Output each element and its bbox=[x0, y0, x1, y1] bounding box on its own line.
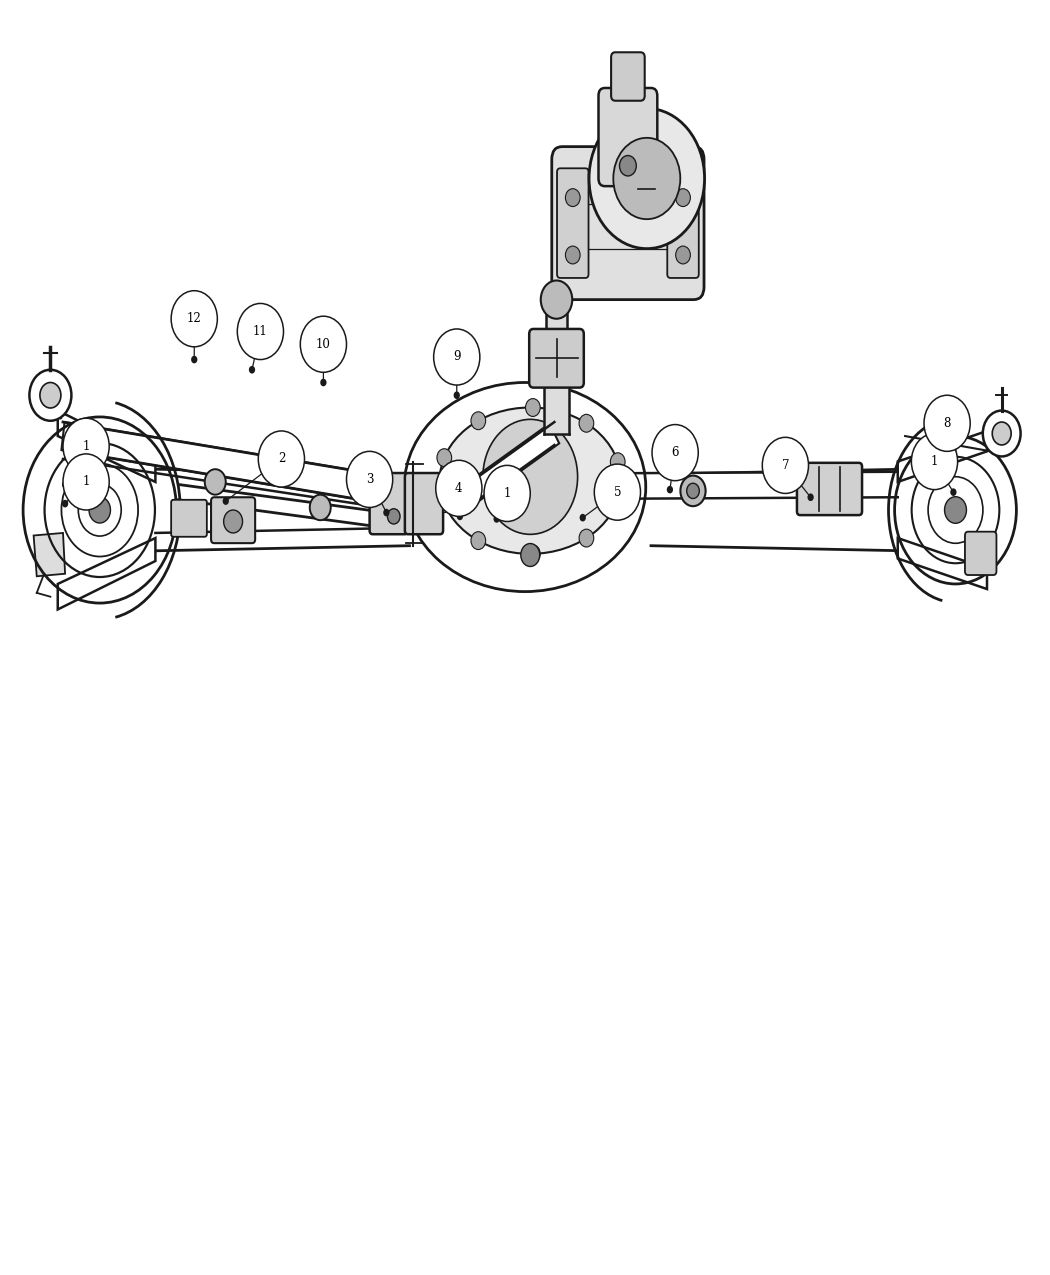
FancyBboxPatch shape bbox=[611, 52, 645, 101]
Circle shape bbox=[29, 370, 71, 421]
Circle shape bbox=[521, 543, 540, 566]
Circle shape bbox=[566, 246, 581, 264]
Circle shape bbox=[610, 491, 625, 509]
Circle shape bbox=[762, 437, 808, 493]
FancyBboxPatch shape bbox=[797, 463, 862, 515]
Ellipse shape bbox=[440, 408, 621, 553]
Text: 5: 5 bbox=[613, 486, 622, 499]
Circle shape bbox=[62, 500, 68, 507]
Text: 6: 6 bbox=[671, 446, 679, 459]
Circle shape bbox=[387, 509, 400, 524]
Circle shape bbox=[63, 454, 109, 510]
Text: 8: 8 bbox=[943, 417, 951, 430]
FancyBboxPatch shape bbox=[370, 473, 407, 534]
Circle shape bbox=[687, 483, 699, 499]
FancyBboxPatch shape bbox=[211, 497, 255, 543]
Polygon shape bbox=[452, 423, 560, 514]
Circle shape bbox=[526, 544, 541, 562]
Circle shape bbox=[579, 414, 593, 432]
Circle shape bbox=[579, 529, 593, 547]
Circle shape bbox=[471, 532, 486, 550]
Circle shape bbox=[249, 366, 255, 374]
Circle shape bbox=[224, 510, 243, 533]
FancyBboxPatch shape bbox=[965, 532, 996, 575]
Circle shape bbox=[483, 419, 578, 534]
Text: 1: 1 bbox=[82, 440, 90, 453]
Circle shape bbox=[454, 391, 460, 399]
Circle shape bbox=[171, 291, 217, 347]
Circle shape bbox=[62, 481, 68, 488]
Text: 1: 1 bbox=[930, 455, 939, 468]
Circle shape bbox=[205, 469, 226, 495]
Circle shape bbox=[494, 515, 500, 523]
Circle shape bbox=[223, 497, 229, 505]
Circle shape bbox=[381, 501, 406, 532]
Circle shape bbox=[541, 280, 572, 319]
Polygon shape bbox=[34, 533, 65, 576]
Circle shape bbox=[613, 138, 680, 219]
Polygon shape bbox=[58, 411, 155, 482]
Circle shape bbox=[652, 425, 698, 481]
Text: 1: 1 bbox=[82, 476, 90, 488]
Circle shape bbox=[911, 434, 958, 490]
Circle shape bbox=[346, 451, 393, 507]
Circle shape bbox=[594, 464, 640, 520]
FancyBboxPatch shape bbox=[558, 168, 589, 278]
Circle shape bbox=[526, 399, 541, 417]
Circle shape bbox=[667, 486, 673, 493]
Polygon shape bbox=[898, 538, 987, 589]
Circle shape bbox=[589, 108, 705, 249]
Circle shape bbox=[237, 303, 284, 360]
Polygon shape bbox=[898, 431, 987, 482]
Circle shape bbox=[924, 395, 970, 451]
Text: 1: 1 bbox=[503, 487, 511, 500]
Circle shape bbox=[436, 460, 482, 516]
Circle shape bbox=[950, 446, 957, 454]
Circle shape bbox=[320, 379, 327, 386]
Text: 10: 10 bbox=[316, 338, 331, 351]
Circle shape bbox=[191, 356, 197, 363]
Circle shape bbox=[983, 411, 1021, 456]
FancyBboxPatch shape bbox=[405, 473, 443, 534]
Circle shape bbox=[807, 493, 814, 501]
Ellipse shape bbox=[404, 382, 646, 592]
Text: 4: 4 bbox=[455, 482, 463, 495]
Text: 9: 9 bbox=[453, 351, 461, 363]
Polygon shape bbox=[62, 422, 416, 509]
Circle shape bbox=[676, 189, 691, 207]
Circle shape bbox=[437, 495, 451, 513]
Circle shape bbox=[437, 449, 451, 467]
Polygon shape bbox=[58, 538, 155, 609]
Circle shape bbox=[89, 497, 110, 523]
Circle shape bbox=[566, 189, 581, 207]
Circle shape bbox=[992, 422, 1011, 445]
Circle shape bbox=[680, 476, 706, 506]
Text: 11: 11 bbox=[253, 325, 268, 338]
Circle shape bbox=[484, 465, 530, 521]
Circle shape bbox=[620, 156, 636, 176]
Circle shape bbox=[383, 509, 390, 516]
Circle shape bbox=[676, 246, 691, 264]
Circle shape bbox=[434, 329, 480, 385]
FancyBboxPatch shape bbox=[171, 500, 207, 537]
FancyBboxPatch shape bbox=[529, 329, 584, 388]
Circle shape bbox=[258, 431, 304, 487]
FancyBboxPatch shape bbox=[598, 88, 657, 186]
Circle shape bbox=[310, 495, 331, 520]
FancyBboxPatch shape bbox=[552, 147, 705, 300]
Circle shape bbox=[40, 382, 61, 408]
Circle shape bbox=[610, 453, 625, 470]
Circle shape bbox=[457, 513, 463, 520]
Text: 7: 7 bbox=[781, 459, 790, 472]
Text: 3: 3 bbox=[365, 473, 374, 486]
Text: 12: 12 bbox=[187, 312, 202, 325]
Circle shape bbox=[471, 412, 486, 430]
Text: 2: 2 bbox=[277, 453, 286, 465]
Circle shape bbox=[300, 316, 346, 372]
Circle shape bbox=[580, 514, 586, 521]
Circle shape bbox=[945, 497, 966, 523]
Circle shape bbox=[63, 418, 109, 474]
Circle shape bbox=[950, 488, 957, 496]
FancyBboxPatch shape bbox=[668, 168, 699, 278]
